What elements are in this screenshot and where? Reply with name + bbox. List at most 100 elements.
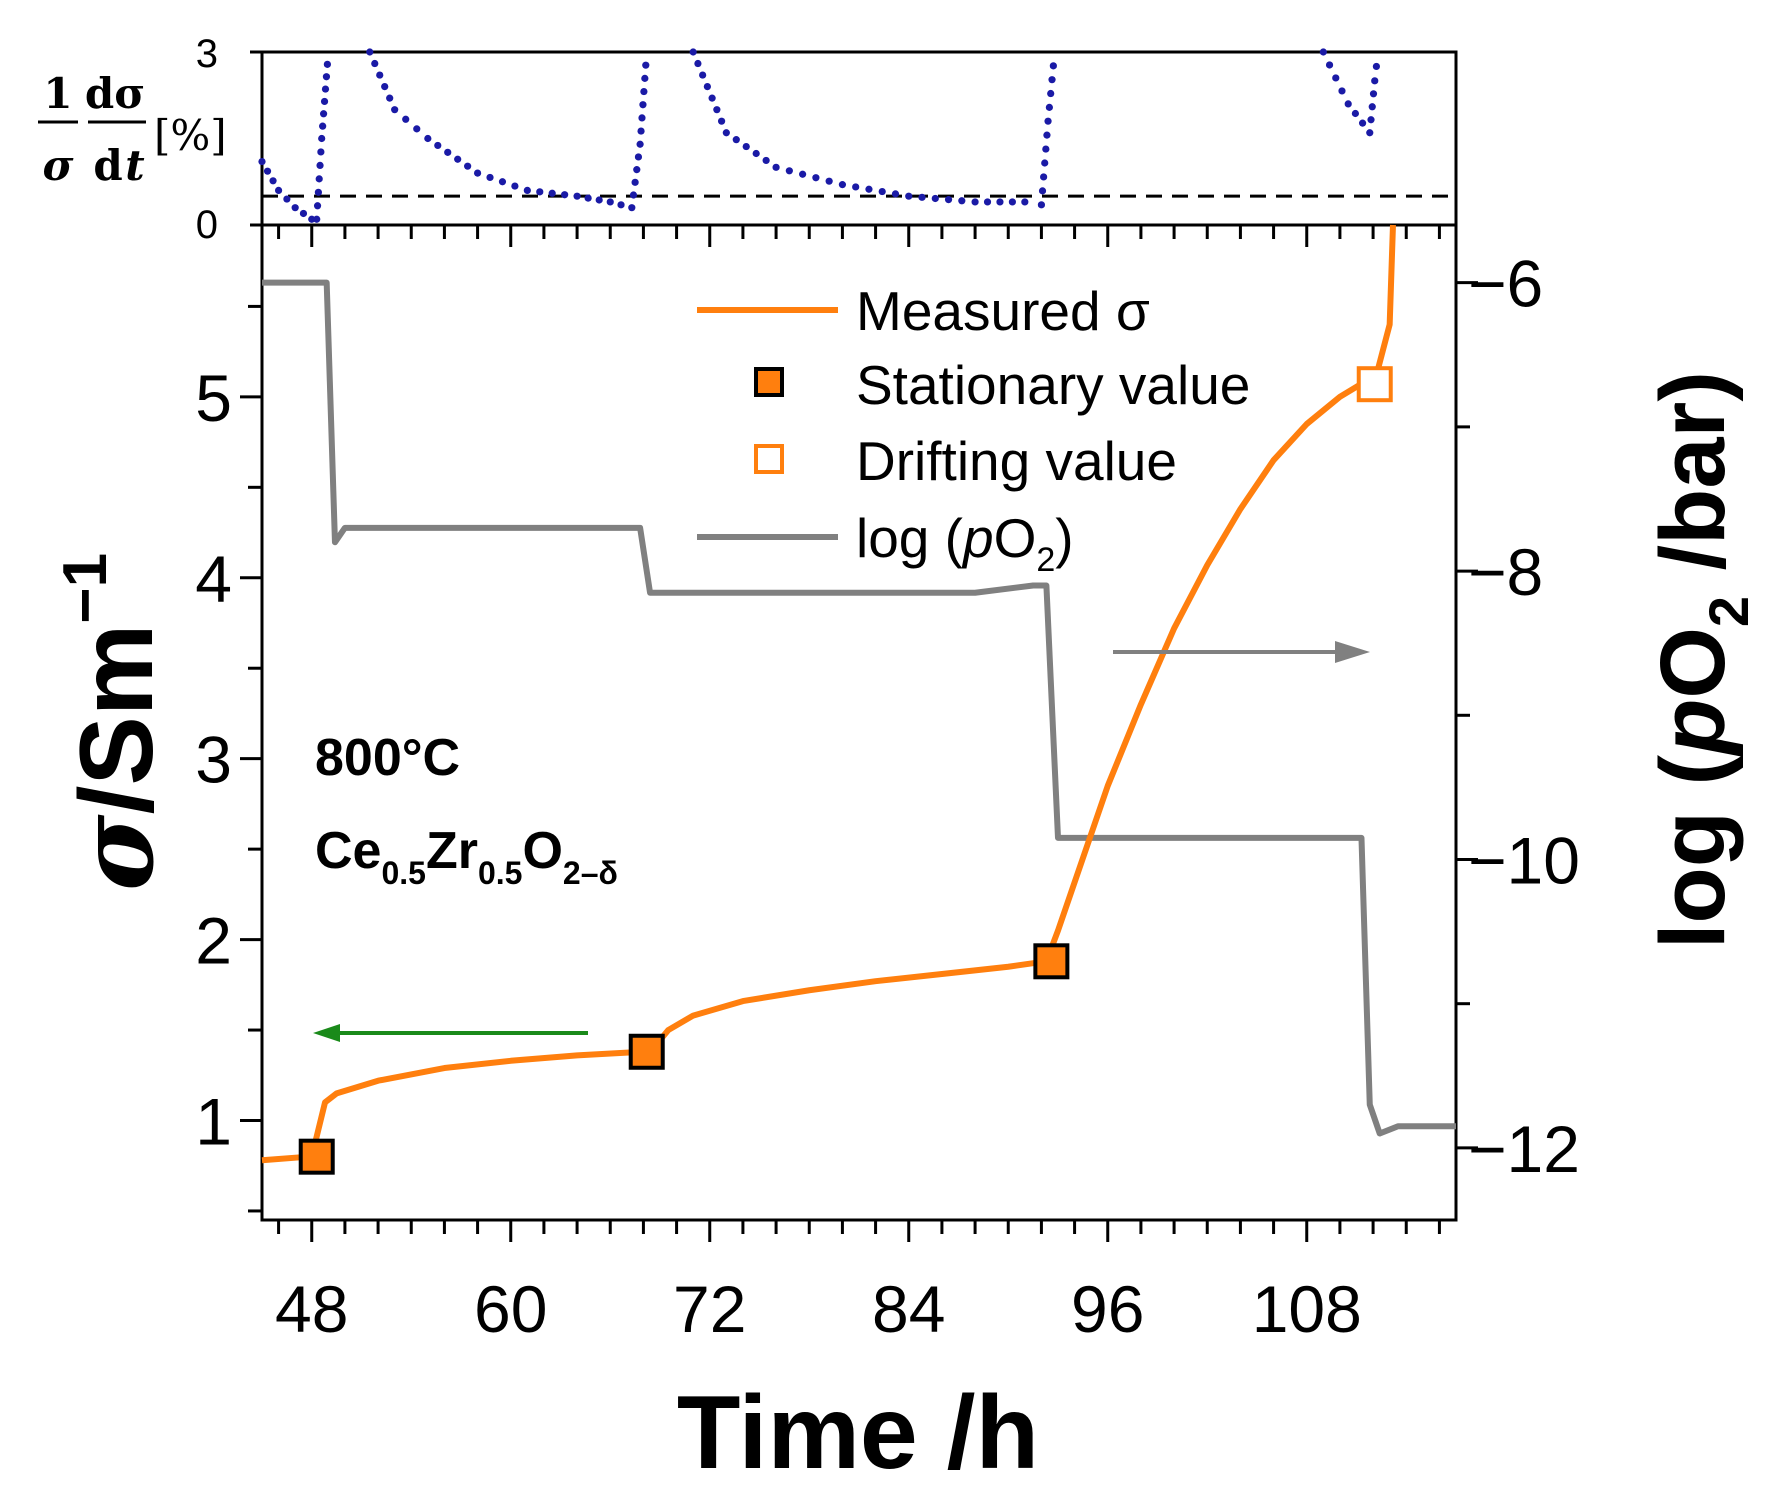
derivative-point xyxy=(606,198,614,206)
derivative-point xyxy=(1371,77,1379,85)
drifting-marker xyxy=(1356,366,1393,403)
derivative-point xyxy=(366,48,374,56)
left-y-axis-exponent: −1 xyxy=(51,553,120,624)
derivative-point xyxy=(1358,119,1367,127)
derivative-series xyxy=(258,48,1380,223)
derivative-point xyxy=(1021,198,1029,206)
derivative-point xyxy=(315,175,323,183)
derivative-y-axis-title: 1 σ dσ d t [%] xyxy=(38,69,227,190)
stationary-marker xyxy=(628,1033,665,1070)
derivative-point xyxy=(444,148,452,156)
right-y-axis-pre: log ( xyxy=(1642,754,1744,949)
comp-b: Zr xyxy=(426,822,478,880)
left-y-tick-label: 2 xyxy=(195,904,232,978)
derivative-ytick-label: 0 xyxy=(196,203,218,247)
legend-po2-p: p xyxy=(961,507,994,569)
derivative-point xyxy=(717,117,726,125)
derivative-point xyxy=(629,191,638,199)
derivative-point xyxy=(852,183,860,191)
left-y-axis-ticks xyxy=(240,304,262,1213)
derivative-point xyxy=(283,195,291,203)
derivative-point xyxy=(308,215,316,223)
derivative-point xyxy=(812,174,820,182)
derivative-point xyxy=(838,181,847,189)
derivative-point xyxy=(1366,129,1374,137)
legend-po2-o: O xyxy=(994,507,1037,569)
derivative-point xyxy=(825,177,833,185)
derivative-point xyxy=(323,60,331,68)
comp-b-sub: 0.5 xyxy=(478,855,522,891)
legend-label-drifting: Drifting value xyxy=(856,430,1177,492)
derivative-point xyxy=(1369,90,1378,98)
derivative-point xyxy=(628,204,636,212)
derivative-point xyxy=(983,198,992,206)
derivative-point xyxy=(371,59,379,68)
x-tick-label: 108 xyxy=(1252,1272,1362,1346)
top-axis-ticks xyxy=(277,225,1441,247)
x-tick-label: 48 xyxy=(275,1272,348,1346)
legend-po2-pre: log ( xyxy=(856,507,963,569)
derivative-point xyxy=(386,94,394,102)
stationary-marker xyxy=(298,1138,335,1175)
derivative-point xyxy=(891,190,900,198)
derivative-point xyxy=(413,125,421,133)
derivative-point xyxy=(1319,48,1327,56)
left-y-tick-label: 4 xyxy=(195,542,232,616)
derivative-point xyxy=(905,192,913,200)
deriv-label-unit: [%] xyxy=(154,111,227,160)
derivative-point xyxy=(319,122,327,130)
derivative-point xyxy=(865,185,873,193)
derivative-point xyxy=(703,83,711,91)
derivative-point xyxy=(931,194,939,203)
derivative-point xyxy=(1338,87,1346,95)
derivative-point xyxy=(878,187,886,196)
arrow-left-axis xyxy=(313,1024,588,1042)
derivative-point xyxy=(636,140,644,148)
deriv-label-num2: dσ xyxy=(85,69,145,118)
derivative-point xyxy=(536,188,544,196)
derivative-point xyxy=(269,177,277,185)
derivative-point xyxy=(402,115,410,123)
derivative-point xyxy=(639,101,647,109)
left-y-axis-unit: /Sm xyxy=(59,624,175,815)
derivative-point xyxy=(523,186,531,194)
derivative-point xyxy=(785,167,793,175)
right-y-axis-title: log (pO2 /bar) xyxy=(1642,371,1760,949)
derivative-point xyxy=(498,178,507,186)
left-y-tick-label: 5 xyxy=(195,361,232,435)
derivative-point xyxy=(511,182,519,190)
derivative-point xyxy=(1372,62,1380,71)
comp-a: Ce xyxy=(315,822,381,880)
derivative-point xyxy=(699,71,707,79)
derivative-point xyxy=(1044,117,1052,125)
derivative-point xyxy=(263,167,272,175)
right-y-tick-label: −8 xyxy=(1468,535,1543,609)
deriv-label-den2: d xyxy=(93,141,122,190)
right-y-axis-ticks xyxy=(1456,281,1478,1150)
derivative-point xyxy=(642,61,650,69)
comp-a-sub: 0.5 xyxy=(381,855,425,891)
derivative-point xyxy=(689,48,697,56)
derivative-point xyxy=(958,197,966,205)
derivative-point xyxy=(376,71,384,79)
derivative-point xyxy=(322,73,331,81)
derivative-point xyxy=(318,134,326,143)
right-y-axis-o: O xyxy=(1642,627,1744,699)
legend-swatch-stationary xyxy=(754,367,784,397)
right-y-tick-label: −6 xyxy=(1468,247,1543,321)
series-markers xyxy=(298,366,1393,1175)
derivative-point xyxy=(640,87,648,96)
left-y-tick-label: 3 xyxy=(195,723,232,797)
comp-c-sub: 2–δ xyxy=(563,855,618,891)
derivative-point xyxy=(258,157,266,166)
derivative-point xyxy=(274,186,283,194)
x-axis-ticks xyxy=(277,1220,1441,1242)
stationary-marker xyxy=(1033,943,1070,980)
derivative-point xyxy=(1038,187,1047,195)
derivative-point xyxy=(473,169,482,177)
derivative-point xyxy=(1040,173,1048,181)
derivative-point xyxy=(641,74,649,82)
legend-po2-sub: 2 xyxy=(1036,541,1055,579)
main-plot-frame xyxy=(260,223,1458,1222)
derivative-point xyxy=(1332,74,1340,82)
